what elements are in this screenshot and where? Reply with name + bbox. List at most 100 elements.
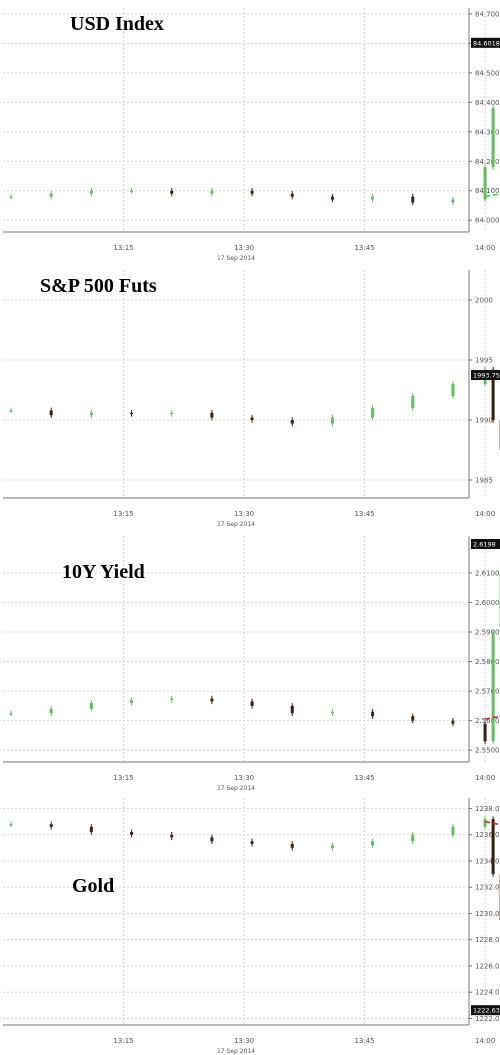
candle-body — [49, 193, 53, 197]
y-tick-label: 1234.00 — [475, 857, 500, 865]
candle-body — [411, 834, 415, 842]
last-value-box — [471, 1005, 500, 1016]
candle-body — [451, 826, 455, 835]
panel-usd-index: 13:1513:3013:4514:0014:1514:3014:4515:00… — [0, 0, 500, 262]
x-tick-label: 13:30 — [234, 1037, 254, 1045]
candle-body — [9, 196, 13, 198]
y-tick-label: 1224.00 — [475, 989, 500, 997]
candle-body — [170, 698, 174, 700]
candle-body — [371, 196, 375, 200]
candle-body — [483, 723, 487, 742]
y-tick-label: 1236.00 — [475, 831, 500, 839]
y-tick-label: 2.6100 — [475, 569, 500, 577]
y-tick-label: 2.5600 — [475, 717, 500, 725]
y-tick-label: 1232.00 — [475, 884, 500, 892]
x-tick-label: 13:30 — [234, 510, 254, 518]
plot-area — [3, 270, 469, 498]
candle-body — [411, 196, 415, 203]
x-tick-label: 13:45 — [354, 774, 374, 782]
candle-body — [9, 824, 13, 826]
x-tick-label: 13:45 — [354, 1037, 374, 1045]
candle-body — [330, 417, 334, 424]
date-label: 17 Sep 2014 — [217, 521, 255, 528]
candle-body — [330, 845, 334, 848]
candle-body — [170, 412, 174, 414]
chart-title: USD Index — [70, 13, 164, 35]
y-tick-label: 1238.00 — [475, 805, 500, 813]
candle-body — [491, 632, 495, 742]
x-tick-label: 13:15 — [113, 1037, 133, 1045]
x-tick-label: 13:15 — [113, 774, 133, 782]
candle-body — [89, 702, 93, 709]
candle-body — [483, 818, 487, 827]
date-label: 17 Sep 2014 — [217, 255, 255, 262]
y-tick-label: 1228.00 — [475, 936, 500, 944]
y-tick-label: 2.5800 — [475, 658, 500, 666]
panel-gold: 13:1513:3013:4514:0014:1514:3014:4515:00… — [0, 792, 500, 1055]
chart-title: Gold — [72, 875, 114, 897]
candle-body — [411, 716, 415, 721]
y-tick-label: 1985 — [475, 477, 493, 485]
y-tick-label: 1222.00 — [475, 1015, 500, 1023]
chart-svg-10y-yield: 13:1513:3013:4514:0014:1514:3014:4515:00… — [3, 536, 500, 792]
x-tick-label: 13:30 — [234, 774, 254, 782]
x-tick-label: 13:15 — [113, 510, 133, 518]
chart-title: 10Y Yield — [62, 561, 145, 583]
candle-body — [491, 369, 495, 420]
plot-area — [3, 798, 469, 1025]
candle-body — [290, 193, 294, 197]
x-tick-label: 13:15 — [113, 244, 133, 252]
x-tick-label: 13:45 — [354, 510, 374, 518]
x-tick-label: 13:30 — [234, 244, 254, 252]
candle-body — [130, 699, 134, 703]
chart-svg-gold: 13:1513:3013:4514:0014:1514:3014:4515:00… — [3, 798, 500, 1055]
candle-body — [89, 190, 93, 194]
y-tick-label: 2000 — [475, 297, 493, 305]
last-value-box — [471, 538, 500, 549]
candle-body — [130, 412, 134, 414]
candle-body — [330, 711, 334, 714]
y-tick-label: 1226.00 — [475, 962, 500, 970]
y-tick-label: 1990 — [475, 417, 493, 425]
candle-body — [411, 396, 415, 408]
date-label: 17 Sep 2014 — [217, 785, 255, 792]
candle-body — [210, 837, 214, 842]
x-tick-label: 13:45 — [354, 244, 374, 252]
candle-body — [451, 384, 455, 396]
y-tick-label: 84.2000 — [475, 158, 500, 166]
candle-body — [250, 701, 254, 706]
candle-body — [49, 708, 53, 714]
candle-body — [290, 705, 294, 714]
y-tick-label: 2.6000 — [475, 599, 500, 607]
chart-svg-sp500-futs: 13:1513:3013:4514:0014:1514:3014:4515:00… — [3, 270, 500, 528]
y-tick-label: 84.7000 — [475, 10, 500, 18]
last-value-label: 2.6198 — [473, 540, 496, 548]
plot-area — [3, 8, 469, 232]
y-tick-label: 2.5500 — [475, 747, 500, 755]
candle-body — [210, 190, 214, 194]
last-value-label: 1993.75 — [473, 372, 500, 380]
x-tick-label: 14:00 — [475, 774, 495, 782]
candle-body — [9, 410, 13, 412]
chart-title: S&P 500 Futs — [40, 275, 157, 297]
panel-10y-yield: 13:1513:3013:4514:0014:1514:3014:4515:00… — [0, 528, 500, 792]
chart-svg-usd-index: 13:1513:3013:4514:0014:1514:3014:4515:00… — [3, 8, 500, 262]
last-value-label: 84.6018 — [473, 39, 500, 47]
candle-body — [170, 190, 174, 194]
candle-body — [89, 826, 93, 833]
panel-sp500-futs: 13:1513:3013:4514:0014:1514:3014:4515:00… — [0, 262, 500, 528]
last-value-box — [471, 370, 500, 380]
date-label: 17 Sep 2014 — [217, 1048, 255, 1055]
y-tick-label: 84.1000 — [475, 187, 500, 195]
candle-body — [49, 410, 53, 416]
candle-body — [371, 711, 375, 717]
candle-body — [371, 841, 375, 846]
candle-body — [89, 412, 93, 416]
last-value-label: 1222.63 — [473, 1007, 500, 1015]
candle-body — [290, 420, 294, 424]
candle-body — [130, 832, 134, 835]
x-tick-label: 14:00 — [475, 1037, 495, 1045]
candle-body — [210, 412, 214, 418]
x-tick-label: 14:00 — [475, 510, 495, 518]
candle-body — [491, 108, 495, 168]
